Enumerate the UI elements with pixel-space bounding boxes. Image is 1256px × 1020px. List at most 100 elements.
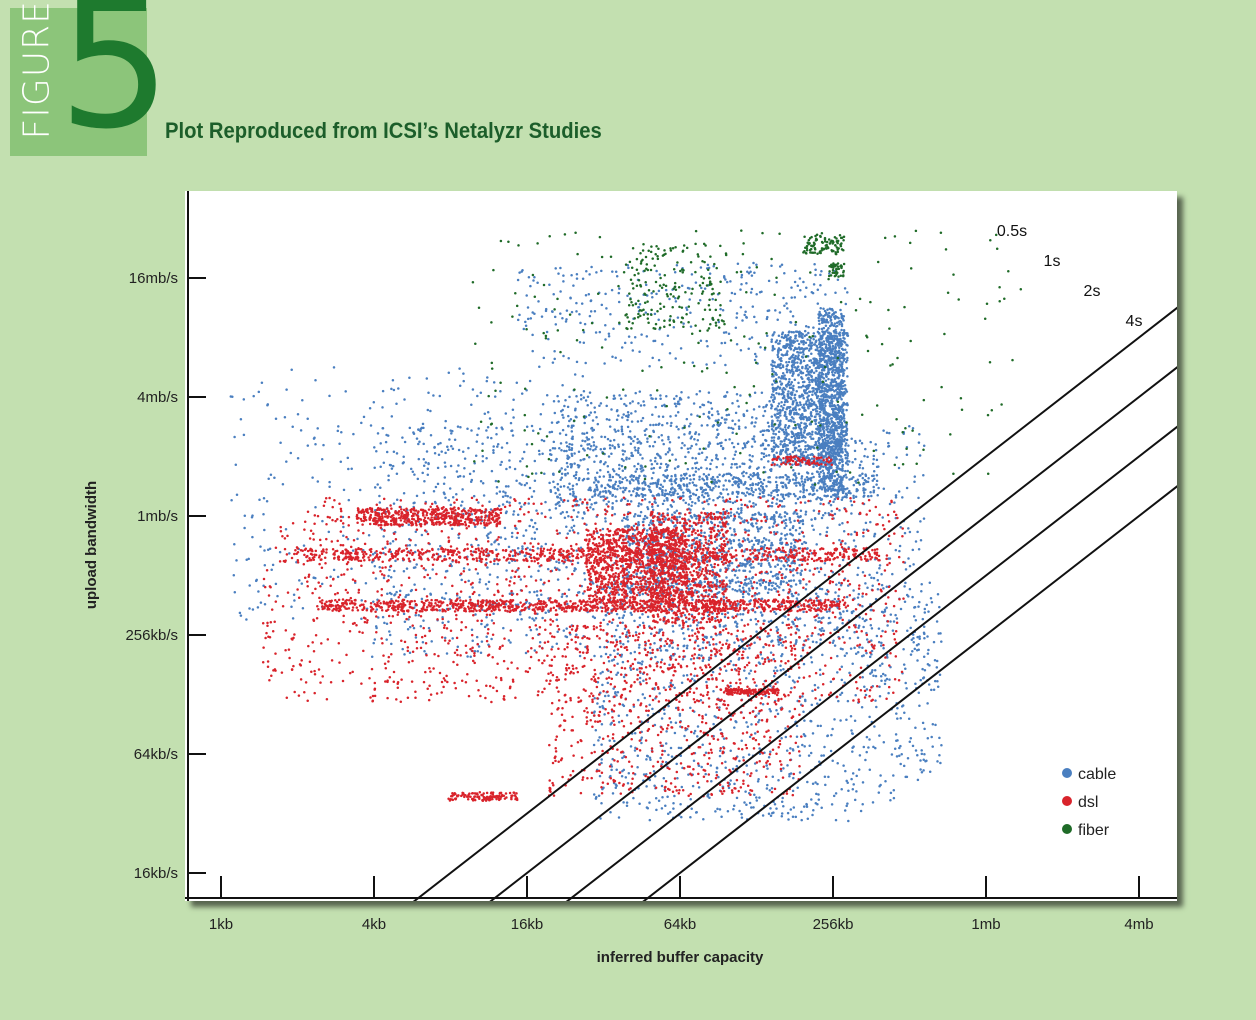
point-cable (790, 369, 793, 373)
point-cable (623, 402, 626, 406)
point-cable (746, 538, 750, 541)
point-cable (670, 421, 673, 425)
point-cable (810, 399, 814, 403)
point-cable (670, 474, 673, 478)
point-cable (437, 453, 441, 456)
point-cable (534, 617, 538, 620)
point-cable (707, 539, 711, 543)
point-cable (921, 617, 925, 621)
point-cable (506, 494, 510, 498)
point-cable (639, 464, 643, 468)
point-cable (852, 483, 856, 487)
point-cable (552, 440, 556, 444)
point-cable (798, 564, 801, 567)
point-cable (442, 482, 446, 486)
point-cable (803, 501, 807, 504)
point-cable (555, 642, 559, 646)
point-cable (558, 447, 561, 450)
point-cable (805, 476, 809, 479)
point-cable (790, 381, 794, 384)
point-cable (918, 600, 921, 604)
point-cable (383, 621, 386, 625)
point-cable (825, 375, 828, 379)
point-cable (625, 456, 628, 460)
point-cable (779, 475, 783, 479)
point-cable (691, 481, 695, 484)
point-cable (773, 441, 776, 445)
point-cable (675, 425, 678, 428)
point-cable (485, 616, 488, 619)
point-cable (609, 439, 612, 443)
point-cable (635, 476, 638, 480)
point-cable (684, 620, 688, 624)
point-cable (842, 315, 846, 318)
point-cable (372, 641, 375, 645)
point-cable (528, 591, 531, 594)
point-cable (633, 619, 636, 623)
point-cable (808, 569, 812, 572)
point-cable (899, 607, 903, 611)
point-cable (794, 405, 797, 409)
point-cable (636, 437, 639, 441)
point-cable (685, 417, 689, 421)
point-cable (628, 457, 631, 460)
point-cable (593, 492, 597, 496)
point-cable (390, 642, 393, 646)
point-cable (733, 528, 736, 531)
point-cable (660, 434, 663, 437)
point-cable (809, 656, 813, 659)
point-cable (595, 471, 599, 475)
point-cable (737, 543, 741, 546)
point-cable (661, 415, 665, 419)
point-cable (770, 439, 773, 443)
point-cable (862, 528, 865, 532)
point-cable (628, 480, 632, 483)
point-cable (643, 497, 647, 501)
point-cable (785, 385, 788, 388)
point-cable (792, 384, 795, 388)
point-cable (602, 495, 606, 498)
point-cable (848, 478, 851, 481)
point-cable (754, 488, 758, 492)
point-cable (589, 447, 592, 451)
point-cable (608, 473, 611, 477)
point-cable (664, 475, 667, 478)
point-cable (818, 410, 822, 414)
point-cable (598, 645, 602, 649)
point-cable (787, 419, 791, 422)
point-cable (802, 454, 806, 458)
point-cable (422, 464, 426, 468)
point-cable (808, 381, 811, 384)
point-cable (791, 374, 794, 377)
point-cable (861, 472, 864, 476)
point-cable (833, 474, 837, 478)
point-cable (780, 493, 783, 496)
point-cable (788, 528, 792, 531)
point-cable (837, 452, 841, 455)
point-cable (423, 587, 426, 591)
point-cable (730, 533, 734, 537)
point-cable (810, 374, 813, 378)
point-cable (815, 427, 818, 431)
point-cable (825, 425, 828, 429)
point-cable (504, 537, 507, 541)
point-cable (795, 402, 799, 405)
point-cable (375, 449, 378, 453)
point-cable (822, 444, 825, 448)
point-cable (907, 527, 910, 530)
point-cable (814, 383, 818, 386)
point-cable (642, 520, 645, 524)
point-cable (564, 398, 567, 402)
point-cable (748, 577, 751, 580)
point-cable (664, 489, 667, 492)
point-cable (719, 568, 722, 572)
point-cable (725, 576, 728, 579)
point-cable (778, 421, 782, 424)
point-cable (595, 445, 598, 449)
point-cable (739, 590, 743, 593)
point-cable (839, 390, 843, 394)
point-cable (874, 448, 878, 452)
point-cable (797, 373, 800, 377)
point-cable (694, 470, 698, 473)
point-cable (861, 646, 864, 650)
